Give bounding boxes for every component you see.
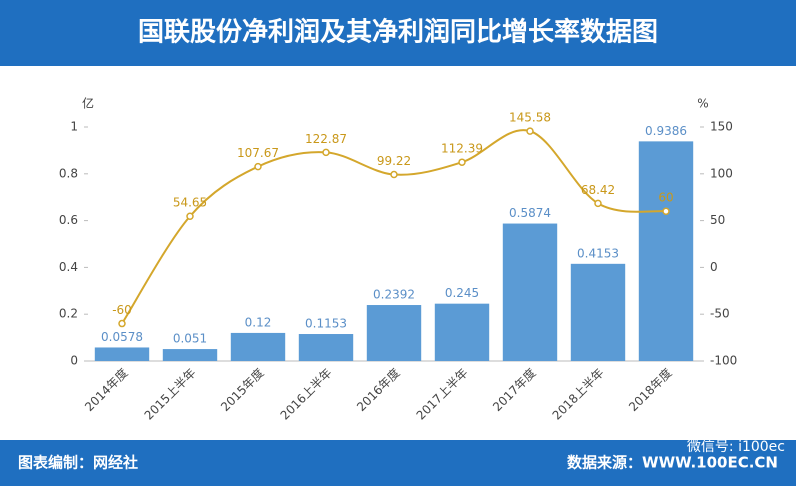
- line-value-label: 60: [658, 191, 673, 205]
- line-point: [662, 207, 670, 215]
- header-band: [0, 0, 796, 66]
- bar: [366, 305, 422, 361]
- x-tick-label: 2015上半年: [142, 366, 199, 423]
- footer-band: [0, 440, 796, 486]
- x-tick-label: 2016上半年: [278, 366, 335, 423]
- line-point: [254, 162, 262, 171]
- x-tick-label: 2015年度: [217, 365, 266, 414]
- footer-source: 数据来源：WWW.100EC.CN: [567, 454, 778, 472]
- y2-axis-unit: %: [697, 97, 708, 111]
- line-point: [526, 127, 534, 135]
- bar: [94, 347, 150, 361]
- y2-tick-label: 150: [710, 120, 733, 134]
- x-tick-label: 2016年度: [353, 365, 402, 414]
- y-tick-label: 0.2: [59, 307, 78, 321]
- line-value-label: 107.67: [237, 146, 279, 160]
- bar: [570, 263, 626, 361]
- bar: [434, 303, 490, 361]
- line-value-label: 145.58: [509, 111, 551, 125]
- x-tick-label: 2018上半年: [550, 366, 607, 423]
- y2-tick-label: -100: [710, 354, 737, 368]
- x-tick-label: 2017年度: [489, 365, 538, 414]
- bar-value-label: 0.9386: [645, 124, 687, 138]
- line-value-label: 112.39: [441, 142, 483, 156]
- chart-title: 国联股份净利润及其净利润同比增长率数据图: [138, 17, 658, 48]
- x-tick-label: 2018年度: [625, 365, 674, 414]
- bar-value-label: 0.2392: [373, 288, 415, 302]
- y-tick-label: 0.8: [59, 166, 78, 180]
- bar-value-label: 0.0578: [101, 330, 143, 344]
- y2-tick-label: -50: [710, 307, 730, 321]
- bar-value-label: 0.4153: [577, 246, 619, 260]
- bar-value-label: 0.245: [445, 286, 479, 300]
- y-tick-label: 0.4: [59, 260, 78, 274]
- y-tick-label: 0: [70, 354, 78, 368]
- bar: [230, 332, 286, 361]
- line-point: [458, 158, 466, 166]
- line-value-label: 99.22: [377, 154, 411, 168]
- y2-tick-label: 50: [710, 213, 725, 227]
- line-point: [390, 170, 398, 179]
- y-axis-unit: 亿: [82, 96, 94, 111]
- y2-tick-label: 100: [710, 166, 733, 180]
- bar: [162, 349, 218, 361]
- y2-tick-label: 0: [710, 260, 718, 274]
- line-value-label: -60: [112, 303, 132, 317]
- bar: [638, 141, 694, 361]
- line-point: [322, 148, 330, 157]
- line-point: [594, 199, 602, 208]
- line-point: [118, 319, 126, 328]
- line-point: [186, 212, 194, 220]
- line-value-label: 122.87: [305, 132, 347, 146]
- x-tick-label: 2017上半年: [414, 366, 471, 423]
- y-tick-label: 1: [70, 120, 78, 134]
- bar-value-label: 0.1153: [305, 317, 347, 331]
- y-tick-label: 0.6: [59, 213, 78, 227]
- bar: [502, 223, 558, 361]
- x-tick-label: 2014年度: [81, 365, 130, 414]
- bar-value-label: 0.12: [245, 315, 272, 329]
- bar: [298, 334, 354, 361]
- bar-value-label: 0.051: [173, 332, 207, 346]
- footer-credit: 图表编制：网经社: [18, 454, 138, 472]
- bar-value-label: 0.5874: [509, 206, 551, 220]
- line-value-label: 54.65: [173, 196, 207, 210]
- footer-wechat: 微信号: i100ec: [687, 439, 785, 455]
- line-value-label: 68.42: [581, 183, 615, 197]
